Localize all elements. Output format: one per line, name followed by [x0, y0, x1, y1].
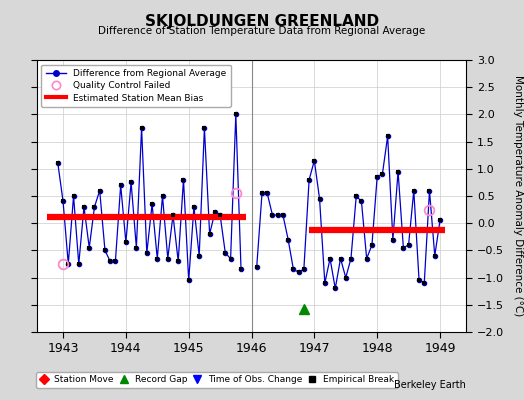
Point	[190, 204, 198, 210]
Point	[253, 264, 261, 270]
Point	[174, 258, 182, 264]
Point	[415, 277, 423, 284]
Text: Difference of Station Temperature Data from Regional Average: Difference of Station Temperature Data f…	[99, 26, 425, 36]
Point	[368, 242, 376, 248]
Point	[158, 193, 167, 199]
Point	[195, 253, 203, 259]
Point	[111, 258, 119, 264]
Point	[342, 274, 350, 281]
Point	[321, 280, 329, 286]
Point	[425, 187, 434, 194]
Point	[431, 253, 439, 259]
Point	[331, 285, 340, 292]
Point	[169, 212, 177, 218]
Point	[268, 212, 277, 218]
Point	[420, 280, 429, 286]
Point	[294, 269, 303, 275]
Point	[405, 242, 413, 248]
Point	[163, 255, 172, 262]
Point	[179, 176, 188, 183]
Point	[216, 212, 224, 218]
Point	[90, 204, 99, 210]
Point	[184, 277, 193, 284]
Point	[289, 266, 298, 273]
Point	[410, 187, 418, 194]
Point	[305, 176, 313, 183]
Point	[153, 255, 161, 262]
Point	[232, 111, 240, 118]
Point	[373, 174, 381, 180]
Point	[132, 244, 140, 251]
Text: Berkeley Earth: Berkeley Earth	[395, 380, 466, 390]
Point	[326, 255, 334, 262]
Point	[69, 193, 78, 199]
Point	[106, 258, 114, 264]
Point	[363, 255, 371, 262]
Point	[95, 187, 104, 194]
Point	[127, 179, 135, 186]
Point	[352, 193, 361, 199]
Point	[394, 168, 402, 175]
Point	[357, 198, 366, 205]
Point	[116, 182, 125, 188]
Point	[263, 190, 271, 196]
Point	[221, 250, 230, 256]
Point	[315, 196, 324, 202]
Point	[74, 261, 83, 267]
Legend: Station Move, Record Gap, Time of Obs. Change, Empirical Break: Station Move, Record Gap, Time of Obs. C…	[36, 372, 398, 388]
Text: SKJOLDUNGEN GREENLAND: SKJOLDUNGEN GREENLAND	[145, 14, 379, 29]
Point	[279, 212, 287, 218]
Point	[200, 125, 209, 131]
Point	[384, 133, 392, 139]
Point	[399, 244, 408, 251]
Point	[80, 204, 88, 210]
Point	[378, 171, 387, 178]
Point	[347, 255, 355, 262]
Point	[258, 190, 266, 196]
Point	[59, 198, 67, 205]
Point	[300, 266, 308, 273]
Point	[436, 217, 444, 224]
Point	[336, 255, 345, 262]
Point	[237, 266, 245, 273]
Y-axis label: Monthly Temperature Anomaly Difference (°C): Monthly Temperature Anomaly Difference (…	[514, 75, 523, 317]
Point	[101, 247, 109, 254]
Point	[226, 255, 235, 262]
Point	[53, 160, 62, 166]
Point	[122, 239, 130, 246]
Point	[143, 250, 151, 256]
Point	[284, 236, 292, 243]
Point	[64, 261, 72, 267]
Point	[205, 231, 214, 237]
Point	[310, 158, 319, 164]
Point	[211, 209, 219, 216]
Point	[274, 212, 282, 218]
Point	[389, 236, 397, 243]
Point	[85, 244, 93, 251]
Point	[137, 125, 146, 131]
Point	[148, 201, 156, 207]
